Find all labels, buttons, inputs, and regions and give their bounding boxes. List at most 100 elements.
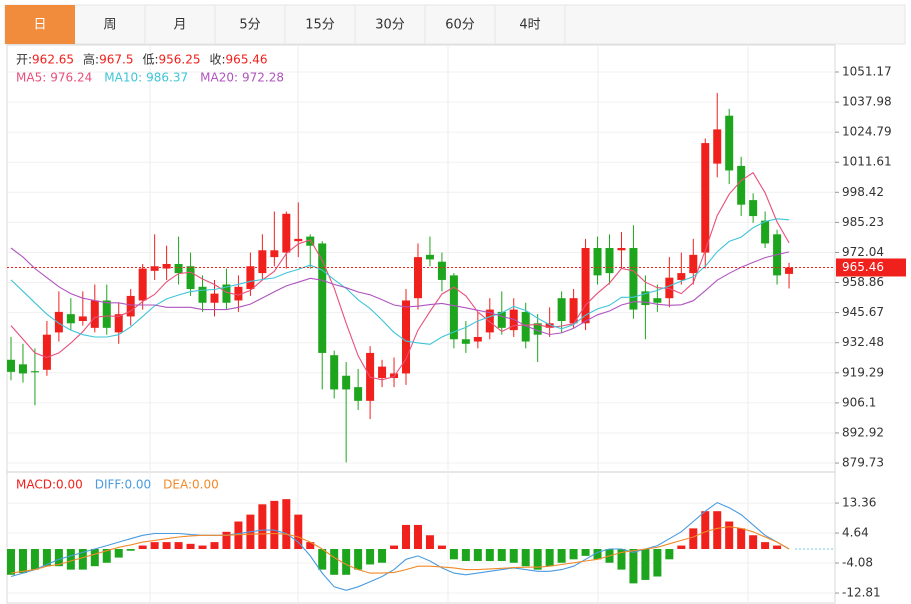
tab[interactable]: 60分: [445, 18, 475, 33]
candle-body: [246, 266, 255, 290]
legend-text: 956.25: [159, 53, 201, 67]
macd-bar: [366, 549, 375, 565]
macd-bar: [773, 545, 782, 549]
legend-text: 开:: [16, 53, 32, 67]
macd-bar: [222, 531, 231, 549]
candle-body: [701, 143, 710, 253]
legend-text: MA10:: [104, 71, 142, 85]
tab[interactable]: 4时: [519, 18, 540, 33]
macd-bar: [186, 543, 195, 549]
macd-bar: [330, 549, 339, 575]
legend-text: MACD:: [16, 478, 56, 492]
candle-body: [402, 300, 411, 374]
plot-frame: [6, 44, 836, 604]
legend-text: 976.24: [50, 71, 92, 85]
macd-bar: [162, 542, 171, 549]
macd-bar: [138, 545, 147, 549]
macd-bar: [473, 549, 482, 562]
y-tick-label: 1024.79: [842, 125, 892, 139]
candle-body: [557, 298, 566, 321]
candle-body: [30, 371, 39, 373]
candle-body: [354, 387, 363, 401]
candle-body: [126, 295, 135, 317]
y-tick-label: 1037.98: [842, 95, 892, 109]
legend-text: 986.37: [146, 71, 188, 85]
macd-bar: [425, 535, 434, 549]
candle-body: [785, 267, 794, 274]
macd-bar: [509, 549, 518, 563]
tab[interactable]: 15分: [305, 18, 335, 33]
candle-body: [677, 273, 686, 280]
macd-bar: [174, 542, 183, 549]
candle-body: [581, 248, 590, 324]
candle-body: [234, 286, 243, 301]
candle-body: [569, 298, 578, 324]
y-tick-label: 1011.61: [842, 155, 892, 169]
candle-body: [629, 248, 638, 310]
macd-bar: [713, 511, 722, 549]
macd-bar: [689, 528, 698, 549]
macd-line: [10, 501, 790, 591]
candle-body: [725, 115, 734, 171]
y-tick-label: 972.04: [842, 245, 884, 259]
tab[interactable]: 30分: [375, 18, 405, 33]
candle-body: [485, 309, 494, 333]
tab[interactable]: 月: [173, 18, 186, 33]
candle-body: [437, 261, 446, 280]
candle-body: [689, 254, 698, 274]
candle-body: [270, 250, 279, 258]
candle-body: [533, 323, 542, 335]
candle-body: [114, 314, 123, 333]
legend-text: 0.00: [124, 478, 151, 492]
macd-bar: [497, 549, 506, 562]
macd-bar: [761, 542, 770, 549]
candle-body: [665, 277, 674, 299]
candle-body: [162, 263, 171, 269]
macd-bar: [533, 549, 542, 570]
legend-text: MA5:: [16, 71, 46, 85]
candle-body: [593, 248, 602, 276]
macd-bar: [42, 549, 51, 567]
tab[interactable]: 周: [103, 18, 116, 33]
candle-body: [198, 286, 207, 303]
macd-bar: [569, 549, 578, 560]
candle-body: [413, 257, 422, 299]
candle-body: [42, 334, 51, 370]
legend-text: 965.46: [226, 53, 268, 67]
y-tick-label: 998.42: [842, 185, 884, 199]
macd-bar: [402, 524, 411, 549]
legend-text: 收:: [210, 53, 226, 67]
candle-body: [653, 298, 662, 303]
candle-body: [54, 311, 63, 333]
macd-bar: [641, 549, 650, 580]
candle-body: [605, 248, 614, 274]
candle-body: [521, 311, 530, 342]
y-tick-label: -12.81: [842, 586, 881, 600]
candle-body: [737, 165, 746, 205]
y-tick-label: 13.36: [842, 496, 876, 510]
macd-bar: [617, 549, 626, 570]
macd-bar: [737, 528, 746, 549]
macd-bar: [378, 549, 387, 563]
macd-bar: [198, 545, 207, 549]
candle-body: [7, 359, 15, 372]
macd-bar: [270, 500, 279, 549]
macd-bar: [665, 549, 674, 560]
macd-bar: [653, 549, 662, 577]
legend-text: 低:: [142, 53, 158, 67]
y-tick-label: 945.67: [842, 305, 884, 319]
y-tick-label: 879.73: [842, 456, 884, 470]
ma-line: [10, 171, 790, 381]
macd-bar: [102, 549, 111, 563]
candle-body: [138, 268, 147, 301]
ma-line: [10, 218, 790, 345]
candle-body: [18, 364, 27, 374]
legend-text: 0.00: [192, 478, 219, 492]
candle-body: [186, 266, 195, 290]
tab-bar: [4, 4, 906, 45]
tab[interactable]: 日: [33, 18, 46, 33]
tab[interactable]: 5分: [239, 18, 260, 33]
legend-text: 高:: [83, 52, 99, 67]
